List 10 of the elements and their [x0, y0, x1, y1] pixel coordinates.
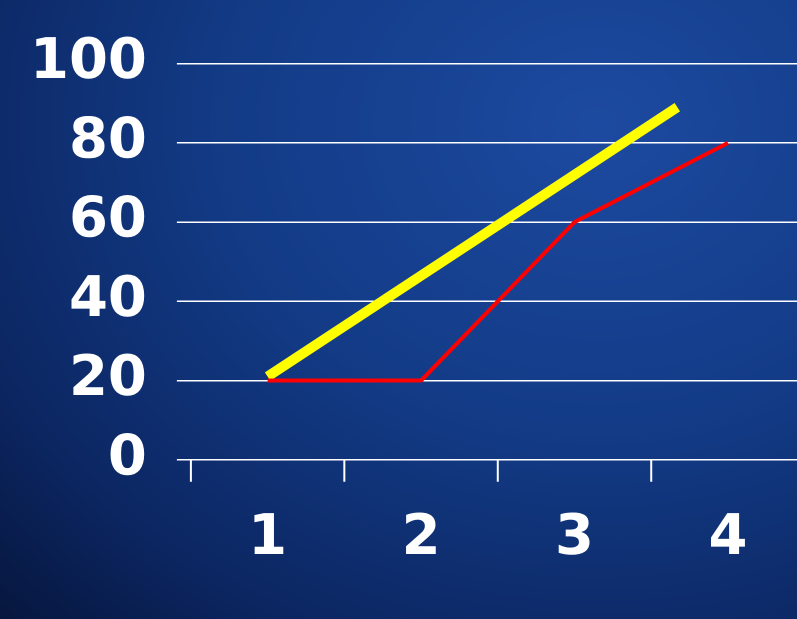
y-tick-label: 80 [68, 106, 147, 172]
y-tick-label: 40 [68, 264, 147, 330]
y-tick-label: 60 [68, 186, 147, 251]
y-tick-label: 100 [30, 27, 147, 92]
x-tick-label: 3 [555, 502, 594, 568]
x-tick-label: 4 [708, 502, 748, 568]
y-tick-label: 0 [108, 423, 147, 488]
x-tick-label: 2 [402, 502, 441, 568]
y-tick-label: 20 [68, 344, 147, 410]
x-tick-label: 1 [248, 502, 288, 568]
